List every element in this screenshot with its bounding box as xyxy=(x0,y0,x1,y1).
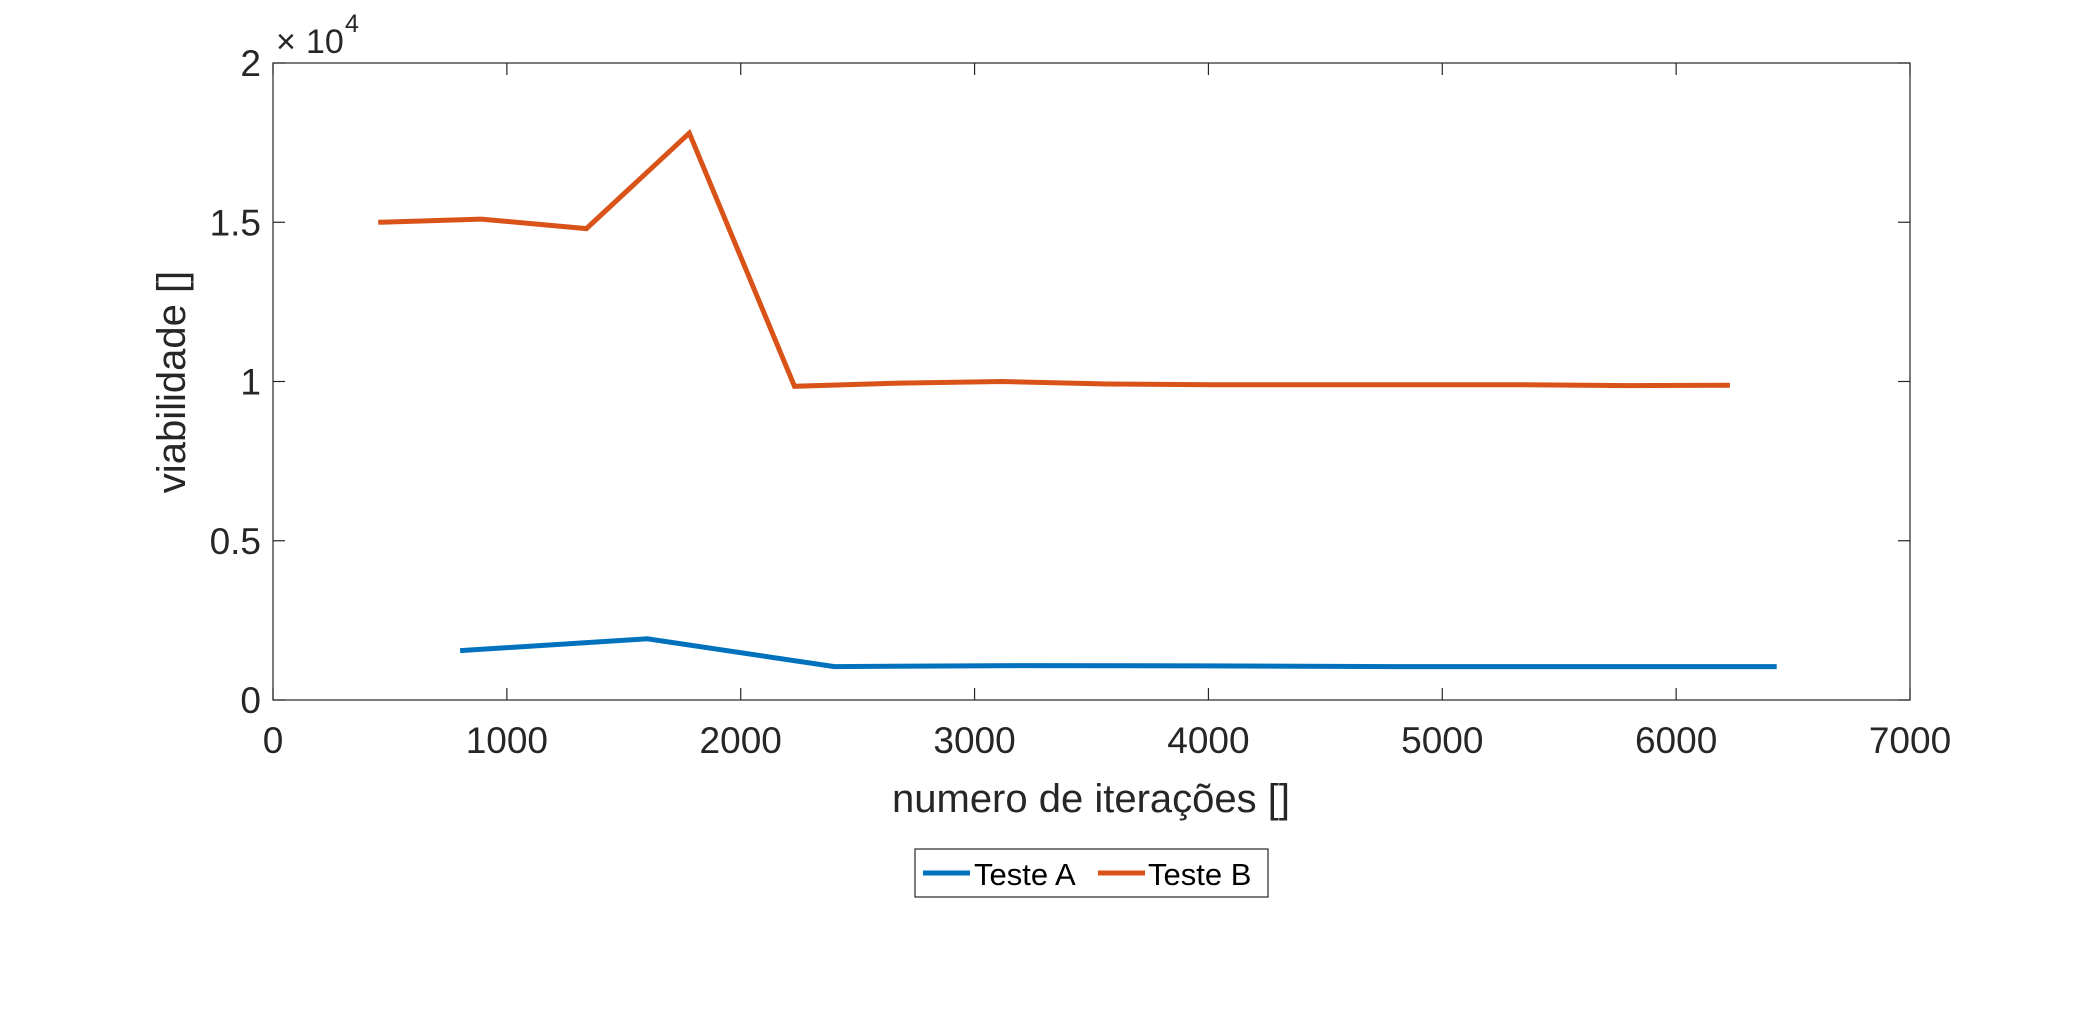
legend-label-teste-b: Teste B xyxy=(1148,857,1251,892)
exponent-base: 10 xyxy=(306,23,344,61)
y-tick-label: 0.5 xyxy=(210,521,261,562)
x-tick-label: 7000 xyxy=(1869,720,1951,761)
x-axis-title: numero de iterações [] xyxy=(892,777,1290,821)
x-tick-label: 0 xyxy=(263,720,284,761)
legend-box xyxy=(914,848,1269,898)
ticks-layer: 0 1000 2000 3000 4000 5000 6000 7000 0 0.5 1 1.5 2 xyxy=(210,43,1952,761)
y-axis-exponent: × 10 4 xyxy=(276,10,359,61)
x-tick-label: 2000 xyxy=(700,720,782,761)
series-line-teste-b xyxy=(378,128,1730,389)
y-tick-label: 1 xyxy=(240,362,261,403)
x-tick-label: 3000 xyxy=(933,720,1015,761)
x-tick-label: 1000 xyxy=(466,720,548,761)
legend-label-teste-a: Teste A xyxy=(974,857,1076,892)
series-layer xyxy=(378,128,1777,670)
legend: Teste A Teste B xyxy=(914,848,1269,898)
y-tick-label: 2 xyxy=(240,43,261,84)
exponent-power: 4 xyxy=(345,10,359,38)
y-tick-label: 0 xyxy=(240,680,261,721)
series-line-teste-a xyxy=(459,636,1777,670)
x-tick-label: 5000 xyxy=(1401,720,1483,761)
y-tick-label: 1.5 xyxy=(210,202,261,243)
x-tick-label: 6000 xyxy=(1635,720,1717,761)
exponent-times: × xyxy=(276,23,296,61)
y-axis-title: viabilidade [] xyxy=(150,271,194,493)
x-tick-label: 4000 xyxy=(1167,720,1249,761)
